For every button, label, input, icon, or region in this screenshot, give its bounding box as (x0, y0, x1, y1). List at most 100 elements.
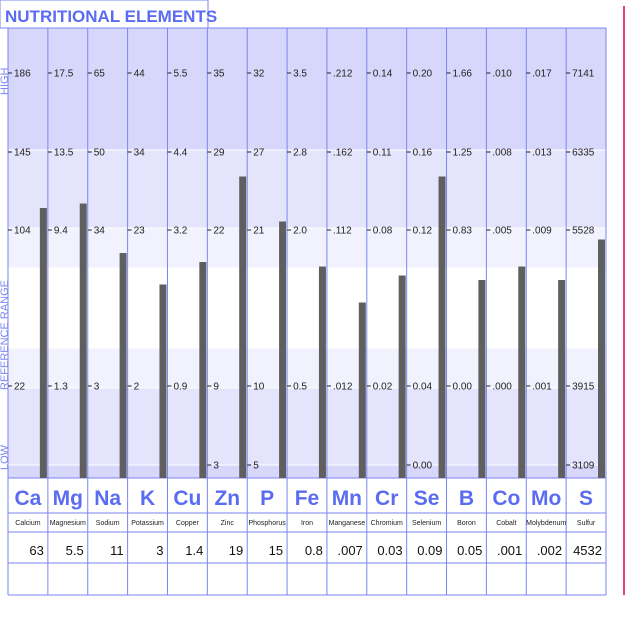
tick-label: 34 (94, 226, 106, 237)
tick-label: 0.5 (293, 382, 307, 393)
tick-label: 6335 (572, 148, 595, 159)
tick-label: 104 (14, 226, 31, 237)
bar-co (518, 266, 526, 478)
tick-label: 9 (213, 382, 219, 393)
element-name: Copper (176, 520, 200, 527)
tick-label: 34 (134, 148, 146, 159)
element-name: Chromium (371, 520, 403, 527)
element-symbol: Na (94, 487, 121, 510)
tick-label: 5528 (572, 226, 595, 237)
element-name: Phosphorus (248, 520, 286, 527)
element-value: 0.03 (377, 543, 402, 558)
element-value: .002 (537, 543, 562, 558)
tick-label: .162 (333, 148, 353, 159)
tick-label: .010 (492, 69, 512, 80)
element-value: 0.8 (305, 543, 323, 558)
tick-label: 5 (253, 461, 259, 472)
tick-label: 1.3 (54, 382, 68, 393)
element-symbol: Ca (15, 487, 42, 510)
tick-label: 3.2 (173, 226, 187, 237)
tick-label: 0.14 (373, 69, 393, 80)
element-value: 11 (110, 543, 124, 558)
tick-label: 5.5 (173, 69, 187, 80)
element-value: .001 (497, 543, 522, 558)
tick-label: 50 (94, 148, 106, 159)
element-name: Magnesium (50, 520, 86, 527)
element-name: Iron (301, 520, 313, 527)
element-value: 1.4 (185, 543, 203, 558)
element-name: Selenium (412, 520, 441, 527)
element-symbol: Zn (214, 487, 240, 510)
band-5 (8, 465, 606, 478)
element-name: Calcium (15, 520, 40, 527)
tick-label: 3915 (572, 382, 595, 393)
element-symbol: Cr (375, 487, 398, 510)
tick-label: 21 (253, 226, 265, 237)
tick-label: .005 (492, 226, 512, 237)
tick-label: 32 (253, 69, 265, 80)
element-value: 0.09 (417, 543, 442, 558)
band-2 (8, 228, 606, 268)
chart-title: NUTRITIONAL ELEMENTS (5, 7, 217, 26)
tick-label: 0.12 (413, 226, 433, 237)
bar-cu (199, 262, 207, 478)
element-symbol: Mg (53, 487, 83, 510)
tick-label: 3.5 (293, 69, 307, 80)
tick-label: 35 (213, 69, 225, 80)
bar-ca (39, 208, 47, 478)
tick-label: .012 (333, 382, 353, 393)
side-label-low: LOW (0, 444, 11, 470)
bar-zn (239, 176, 247, 478)
element-symbol: K (140, 487, 155, 510)
element-name: Sodium (96, 520, 120, 527)
element-name: Sulfur (577, 520, 596, 527)
tick-label: 9.4 (54, 226, 68, 237)
tick-label: 27 (253, 148, 265, 159)
element-symbol: B (459, 487, 474, 510)
tick-label: 3109 (572, 461, 595, 472)
tick-label: 0.04 (413, 382, 433, 393)
tick-label: 4.4 (173, 148, 187, 159)
tick-label: 2.0 (293, 226, 307, 237)
bar-p (279, 221, 287, 478)
tick-label: .009 (532, 226, 552, 237)
tick-label: 0.11 (373, 148, 392, 159)
element-value: 4532 (573, 543, 602, 558)
tick-label: 22 (213, 226, 225, 237)
bar-se (438, 176, 446, 478)
tick-label: 0.00 (453, 382, 473, 393)
tick-label: .001 (532, 382, 552, 393)
bar-cr (398, 275, 406, 478)
element-value: .007 (337, 543, 362, 558)
element-symbol: S (579, 487, 593, 510)
side-label-reference: REFERENCE RANGE (0, 280, 11, 390)
element-name: Manganese (329, 520, 366, 527)
element-name: Molybdenum (526, 520, 566, 527)
tick-label: 145 (14, 148, 31, 159)
element-name: Zinc (221, 520, 235, 527)
tick-label: 22 (14, 382, 26, 393)
tick-label: .000 (492, 382, 512, 393)
tick-label: .013 (532, 148, 552, 159)
bar-fe (318, 266, 326, 478)
band-1 (8, 150, 606, 228)
element-value: 3 (156, 543, 163, 558)
tick-label: 0.20 (413, 69, 433, 80)
tick-label: .017 (532, 69, 552, 80)
element-symbol: Cu (173, 487, 201, 510)
tick-label: .212 (333, 69, 353, 80)
tick-label: 10 (253, 382, 265, 393)
element-value: 19 (229, 543, 243, 558)
tick-label: .008 (492, 148, 512, 159)
element-symbol: Co (492, 487, 520, 510)
tick-label: 1.66 (453, 69, 473, 80)
element-symbol: Fe (295, 487, 320, 510)
element-value: 63 (29, 543, 43, 558)
bar-mg (79, 203, 87, 478)
tick-label: .112 (333, 226, 352, 237)
bar-k (159, 284, 167, 478)
bar-s (598, 239, 605, 478)
tick-label: 7141 (572, 69, 595, 80)
tick-label: 23 (134, 226, 146, 237)
band-4 (8, 388, 606, 465)
